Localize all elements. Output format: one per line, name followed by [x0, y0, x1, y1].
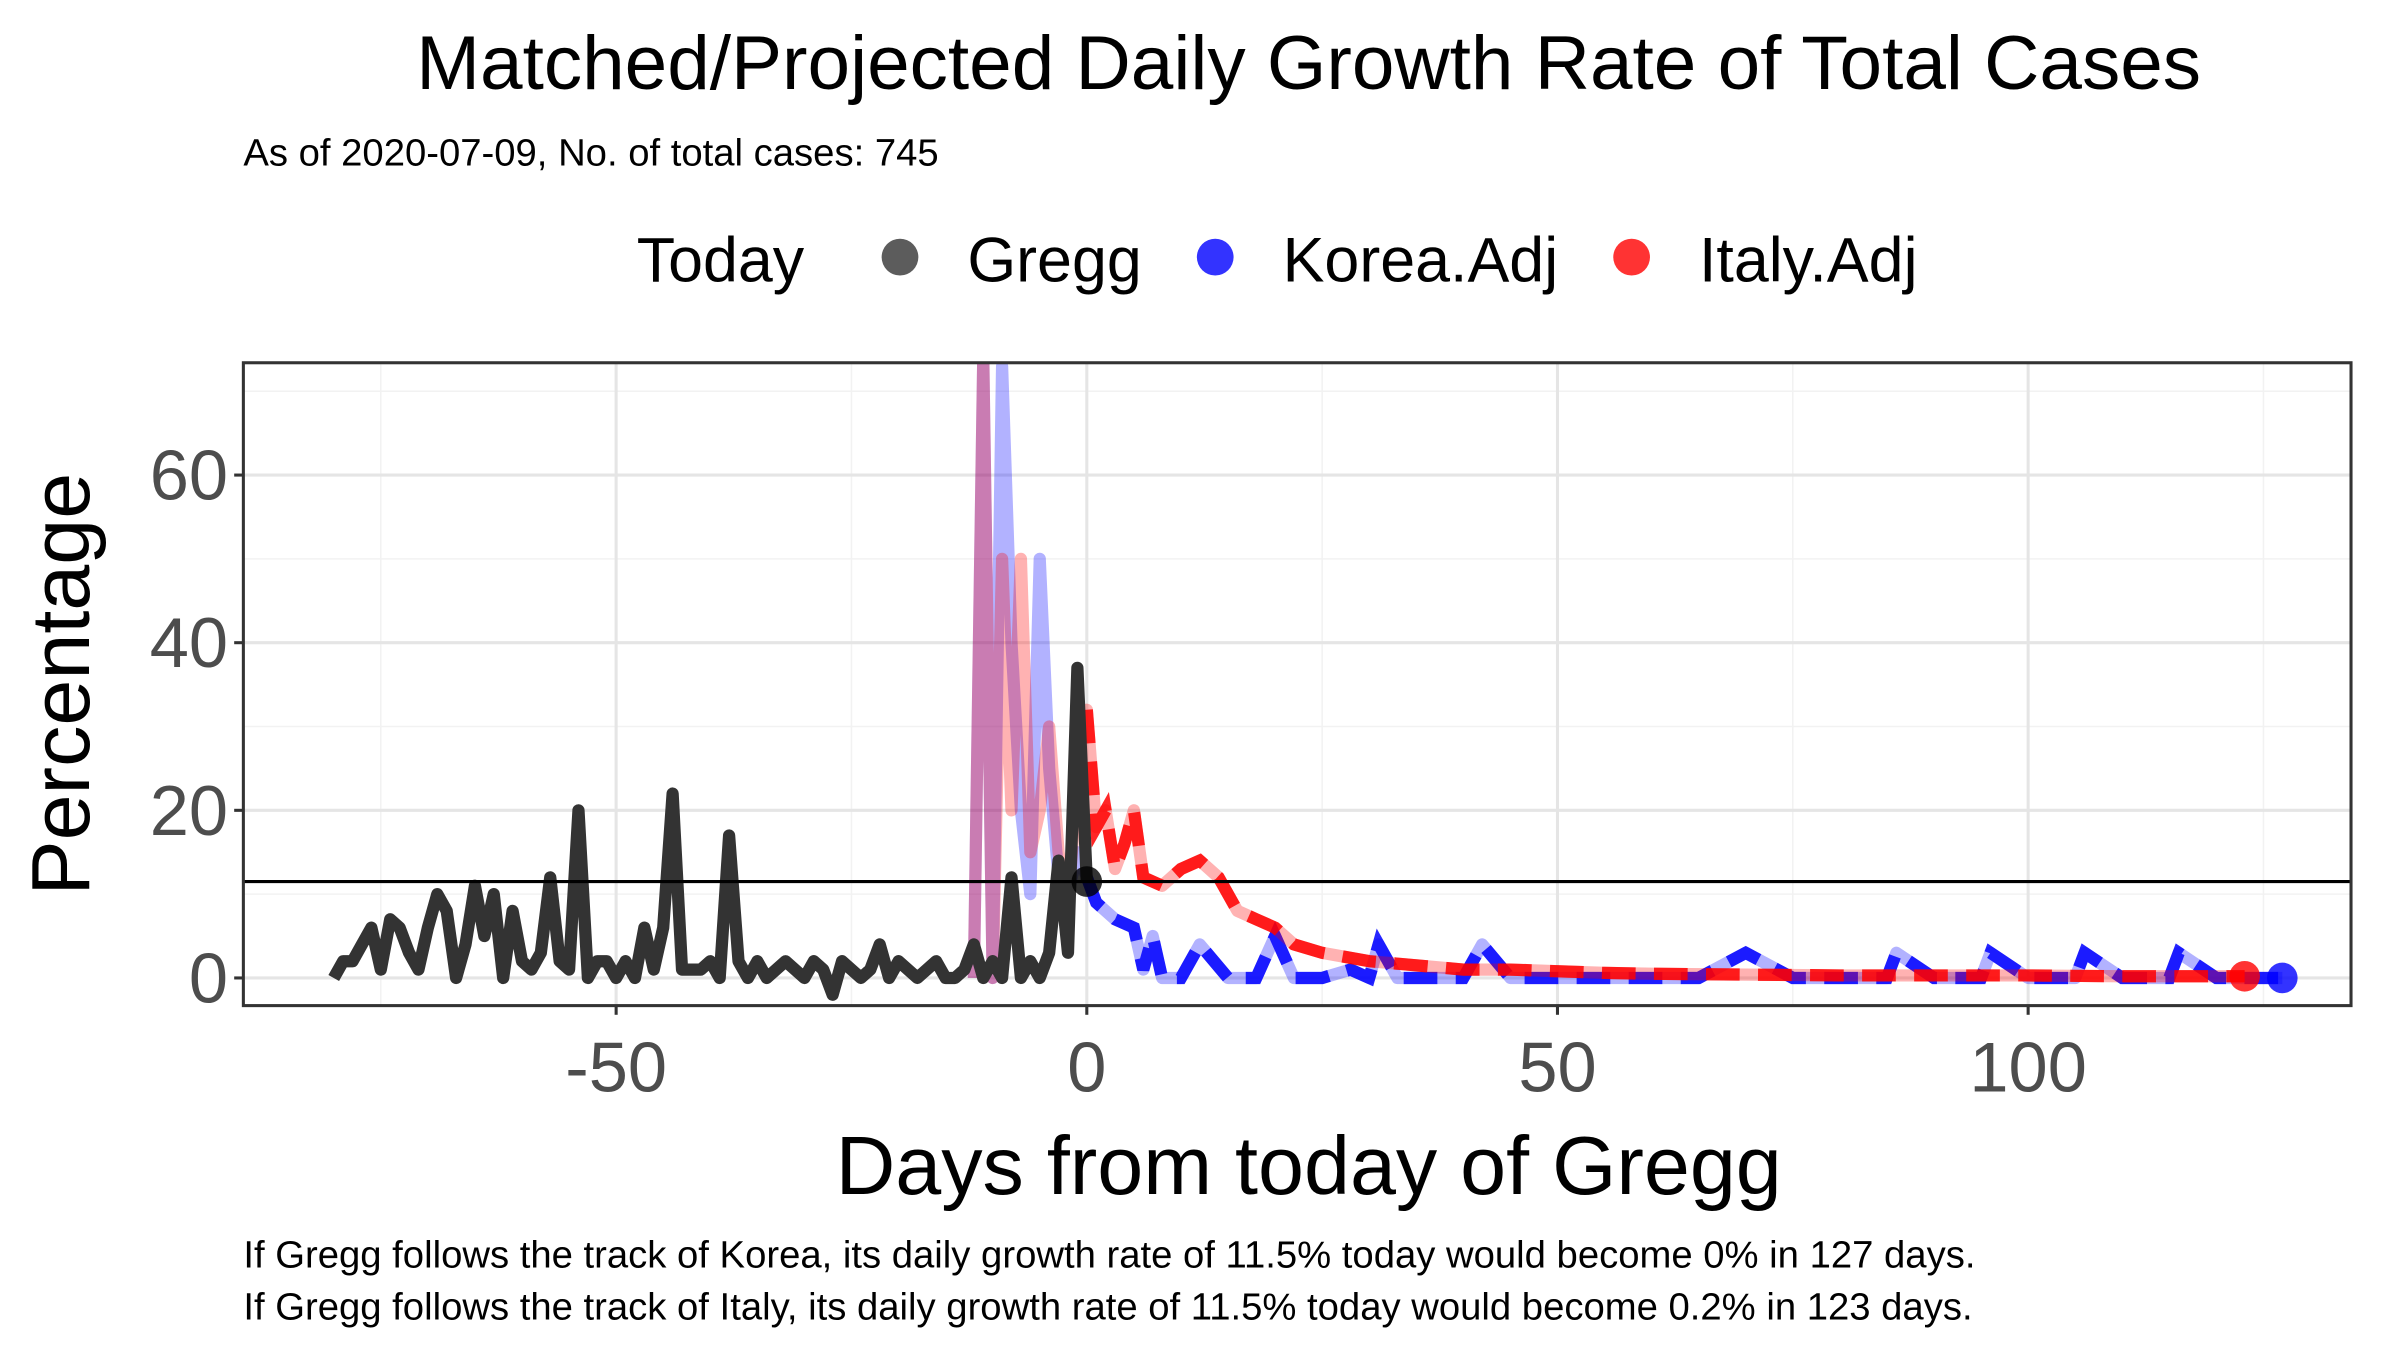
chart-subtitle: As of 2020-07-09, No. of total cases: 74…	[243, 131, 938, 174]
y-tick-label: 20	[150, 771, 228, 850]
end-point	[2229, 960, 2260, 992]
line	[328, 661, 1093, 1001]
legend-label: Korea.Adj	[1283, 226, 1559, 296]
x-tick-label: 50	[1518, 1027, 1596, 1106]
legend-title: Today	[637, 226, 805, 296]
today-point	[1071, 866, 1103, 897]
x-tick-label: 0	[1067, 1027, 1106, 1106]
projected-line	[1080, 709, 2245, 983]
end-point	[2266, 962, 2298, 994]
legend-label: Italy.Adj	[1699, 226, 1918, 296]
x-axis-title: Days from today of Gregg	[836, 1119, 1782, 1212]
y-tick-label: 60	[150, 436, 228, 515]
projected-line	[1081, 875, 2283, 987]
legend-marker	[1613, 238, 1650, 276]
x-tick-label: -50	[565, 1027, 667, 1106]
plot-border	[241, 361, 2353, 1008]
x-tick-label: 100	[1969, 1027, 2086, 1106]
legend-label: Gregg	[967, 226, 1141, 296]
legend-marker	[881, 238, 919, 276]
plot-background	[243, 362, 2352, 1006]
note: If Gregg follows the track of Korea, its…	[243, 1233, 1975, 1276]
chart-title: Matched/Projected Daily Growth Rate of T…	[416, 21, 2201, 106]
legend-marker	[1196, 238, 1234, 276]
y-tick-label: 40	[150, 603, 228, 682]
y-tick-label: 0	[189, 938, 228, 1017]
y-axis-title: Percentage	[14, 473, 107, 896]
note: If Gregg follows the track of Italy, its…	[243, 1285, 1972, 1328]
